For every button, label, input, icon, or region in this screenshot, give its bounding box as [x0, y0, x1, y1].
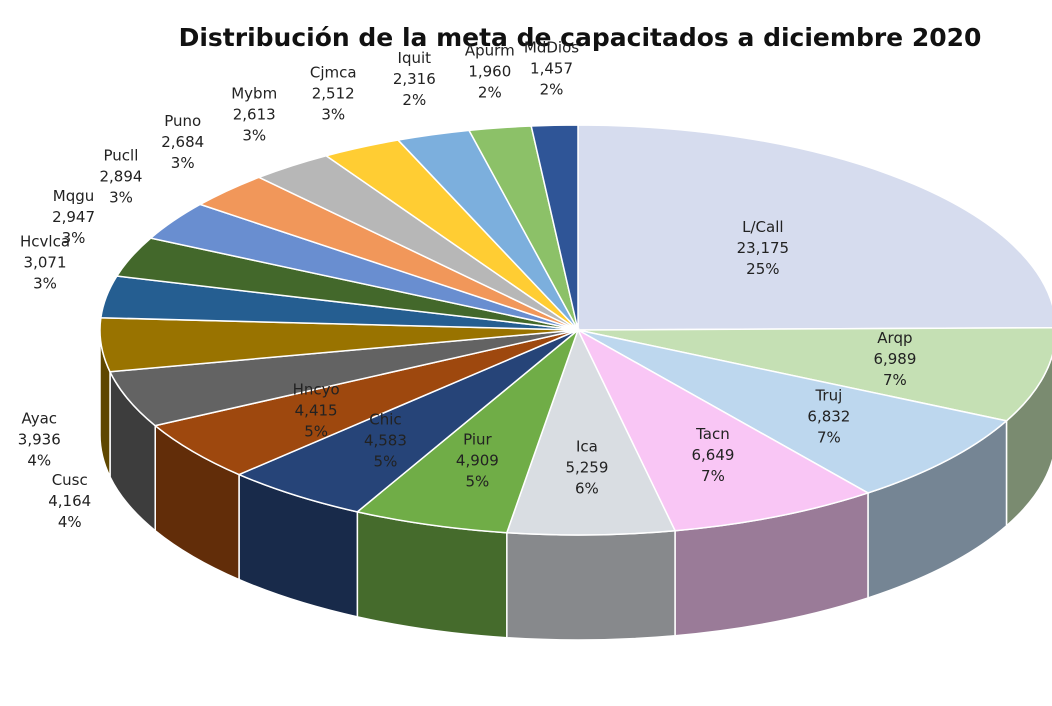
data-label-line: Hcvlca: [20, 232, 70, 250]
data-label-line: 2,947: [52, 208, 95, 226]
data-label-line: Pucll: [104, 147, 139, 165]
data-label-line: Truj: [814, 387, 842, 405]
data-label-line: 4,909: [456, 452, 499, 470]
data-label-line: Hncyo: [293, 381, 340, 399]
data-label-line: Mqgu: [53, 187, 95, 205]
data-label-line: 5%: [465, 473, 489, 491]
data-label-line: 3,071: [24, 253, 67, 271]
pie-side: [506, 529, 676, 641]
data-label: MdDios 1,457 2%: [524, 39, 579, 99]
data-label: Puno 2,684 3%: [161, 112, 204, 172]
data-label: Iquit 2,316 2%: [393, 49, 436, 109]
data-label-line: 3%: [321, 106, 345, 124]
data-label: Pucll 2,894 3%: [99, 147, 142, 207]
data-label-line: 4%: [27, 451, 51, 469]
data-label-line: 1,960: [468, 62, 511, 80]
pie-slice: [237, 329, 579, 513]
data-label-line: Iquit: [398, 49, 432, 67]
data-label: Mybm 2,613 3%: [231, 85, 277, 145]
data-label-line: MdDios: [524, 39, 579, 57]
data-label-line: 2,894: [99, 168, 142, 186]
pie-slice: [577, 329, 1009, 494]
data-label-line: 6,649: [691, 446, 734, 464]
data-label: Chic 4,583 5%: [364, 410, 407, 470]
data-label-line: 7%: [817, 429, 841, 447]
data-label: Hcvlca 3,071 3%: [20, 232, 70, 292]
data-label: Apurm 1,960 2%: [465, 41, 515, 101]
chart-title: Distribución de la meta de capacitados a…: [179, 23, 982, 52]
data-label-line: 3%: [62, 229, 86, 247]
data-label-line: 4,583: [364, 431, 407, 449]
data-label: Arqp 6,989 7%: [873, 329, 916, 389]
data-label-line: 3,936: [18, 430, 61, 448]
data-label-line: Ayac: [22, 409, 58, 427]
data-label-line: 2,613: [233, 106, 276, 124]
data-label: Tacn 6,649 7%: [691, 425, 734, 485]
data-label-line: 2%: [540, 81, 564, 99]
data-label-line: 1,457: [530, 60, 573, 78]
data-label-line: 6,832: [807, 408, 850, 426]
data-label: Hncyo 4,415 5%: [293, 381, 340, 441]
data-label: Cjmca 2,512 3%: [310, 64, 357, 124]
data-label-line: Piur: [463, 431, 492, 449]
data-label-line: 2%: [478, 83, 502, 101]
data-label-line: 6%: [575, 479, 599, 497]
data-label-line: Tacn: [695, 425, 730, 443]
data-label: Ayac 3,936 4%: [18, 409, 61, 469]
data-label: Mqgu 2,947 3%: [52, 187, 95, 247]
data-label-line: Cusc: [52, 471, 88, 489]
data-label: Cusc 4,164 4%: [48, 471, 91, 531]
pie-slice: [577, 124, 1052, 331]
data-label-line: 3%: [109, 189, 133, 207]
data-label-line: 2,316: [393, 70, 436, 88]
data-label-line: Mybm: [231, 85, 277, 103]
data-label-line: 5%: [304, 423, 328, 441]
data-label-line: 2,684: [161, 133, 204, 151]
data-label-line: 7%: [883, 371, 907, 389]
pie-slice: [505, 328, 677, 536]
data-label-line: Apurm: [465, 41, 515, 59]
data-label-line: Cjmca: [310, 64, 357, 82]
data-label-line: 25%: [746, 260, 779, 278]
pie-slice: [577, 326, 1052, 422]
data-label-line: Chic: [369, 410, 401, 428]
data-label: Piur 4,909 5%: [456, 431, 499, 491]
data-label-line: 2%: [402, 91, 426, 109]
data-label-line: L/Call: [742, 218, 783, 236]
data-label-line: 4,164: [48, 492, 91, 510]
data-label-line: 7%: [701, 467, 725, 485]
data-label: Ica 5,259 6%: [565, 437, 608, 497]
data-label-line: Puno: [164, 112, 201, 130]
data-label-line: 4,415: [295, 402, 338, 420]
pie-slice: [576, 328, 870, 532]
data-label-line: 3%: [242, 127, 266, 145]
data-label-line: Arqp: [877, 329, 912, 347]
pie-slice: [530, 124, 579, 331]
data-label-line: 23,175: [737, 239, 790, 257]
data-label: L/Call 23,175 25%: [737, 218, 790, 278]
data-label-line: 3%: [33, 274, 57, 292]
data-label-line: 3%: [171, 154, 195, 172]
data-label-line: 2,512: [312, 85, 355, 103]
data-label: Truj 6,832 7%: [807, 387, 850, 447]
data-label-line: 6,989: [873, 350, 916, 368]
pie-slice: [355, 327, 580, 534]
data-label-line: 5,259: [565, 458, 608, 476]
data-label-line: 5%: [374, 452, 398, 470]
data-label-line: Ica: [576, 437, 598, 455]
data-label-line: 4%: [58, 513, 82, 531]
